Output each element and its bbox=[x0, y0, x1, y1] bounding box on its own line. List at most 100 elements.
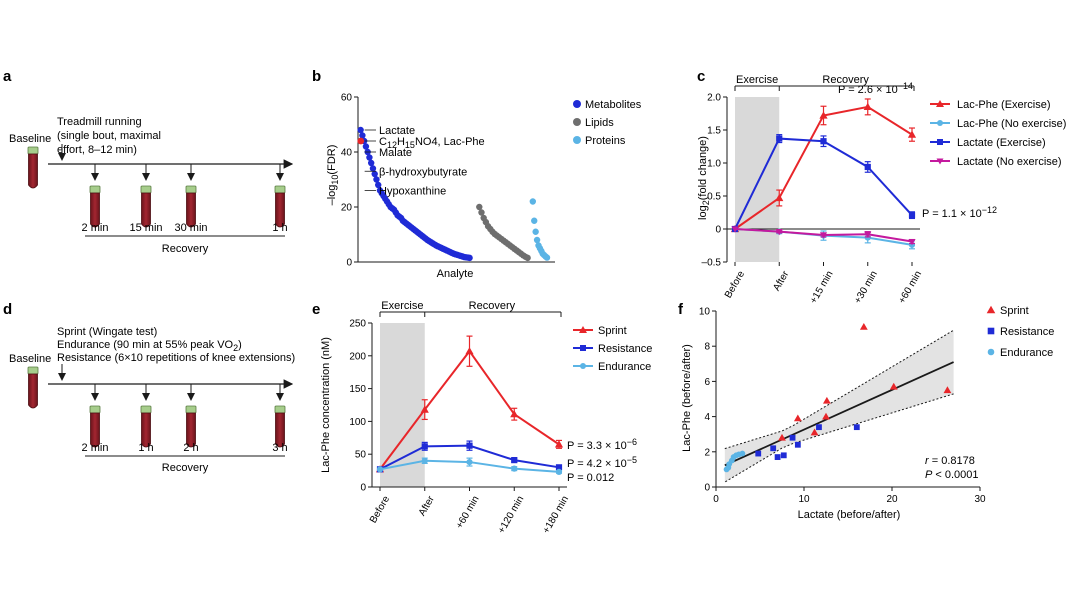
p-value-text: P = 3.3 × 10 bbox=[567, 440, 627, 452]
p-value-e-0: P = 3.3 × 10−6 bbox=[567, 437, 637, 452]
data-point-chart-e-1-4 bbox=[555, 464, 563, 471]
tube-body bbox=[90, 192, 100, 228]
p-value-text: P = 1.1 × 10 bbox=[922, 208, 982, 220]
panel-label-a: a bbox=[3, 68, 12, 85]
y-axis-chart-c-tick-label: 1.5 bbox=[707, 126, 721, 137]
sample-tube-d-2 bbox=[185, 405, 197, 448]
y-axis-f-tick-label: 4 bbox=[704, 412, 710, 423]
sample-tube-a-2 bbox=[185, 185, 197, 228]
timepoint-label-a-0: 2 min bbox=[82, 222, 109, 234]
legend-marker-e-0 bbox=[579, 326, 587, 333]
p-value-c-1: P = 1.1 × 10−12 bbox=[922, 205, 997, 220]
protocol-line-d-1: Sprint (Wingate test) bbox=[57, 326, 157, 338]
legend-marker-b-1 bbox=[573, 118, 581, 126]
tube-body bbox=[275, 192, 285, 228]
data-point-chart-e-0-1 bbox=[420, 405, 429, 413]
y-axis-chart-e-tick-label: 50 bbox=[355, 450, 367, 461]
y-axis-chart-c-tick-label: 2.0 bbox=[707, 93, 721, 104]
data-point-f-2-6 bbox=[739, 450, 746, 457]
legend-label-e-2: Endurance bbox=[598, 361, 651, 373]
baseline-tube-d bbox=[27, 366, 39, 409]
y-axis-b-tick-label: 40 bbox=[341, 148, 353, 159]
x-tick-label-chart-e-4: +180 min bbox=[541, 494, 571, 535]
y-axis-f-tick-label: 8 bbox=[704, 342, 710, 353]
panel-f: f 0 2 4 6 8 10 0 10 20 30 Sprint Resistance Enduranc… bbox=[678, 301, 1054, 521]
tube-cap bbox=[274, 405, 286, 414]
chart-e: Exercise Recovery 0 50 100 150 200 250 Before Aft… bbox=[349, 300, 652, 536]
tube-body bbox=[141, 192, 151, 228]
data-point-f-1-3 bbox=[780, 452, 787, 459]
stat-symbol: r bbox=[925, 455, 930, 467]
data-point-chart-c-2-3 bbox=[864, 163, 871, 171]
p-value-text: P = 4.2 × 10 bbox=[567, 458, 627, 470]
data-point-f-0-7 bbox=[943, 386, 952, 394]
annotation-label-b-4: Hypoxanthine bbox=[379, 186, 446, 198]
data-point-chart-c-0-3 bbox=[863, 102, 872, 110]
y-axis-label-c: log2(fold change) bbox=[697, 136, 711, 220]
p-value-text: P = 0.012 bbox=[567, 472, 614, 484]
x-tick-label-chart-c-4: +60 min bbox=[897, 269, 924, 306]
y-axis-f-tick-label: 2 bbox=[704, 447, 710, 458]
baseline-label-d: Baseline bbox=[9, 353, 51, 365]
timepoint-label-a-3: 1 h bbox=[272, 222, 287, 234]
data-point-chart-e-2-1 bbox=[421, 457, 428, 464]
data-point-chart-c-0-1 bbox=[775, 193, 784, 202]
legend-marker-f-2 bbox=[987, 348, 995, 356]
timepoint-label-d-0: 2 min bbox=[82, 442, 109, 454]
panel-d: d Baseline Sprint (Wingate test) Enduran… bbox=[3, 301, 295, 474]
x-tick-label-chart-e-1: After bbox=[417, 494, 437, 518]
point-b-metabolites bbox=[375, 181, 382, 189]
panel-label-d: d bbox=[3, 301, 12, 318]
phase-label-recovery-chart-c: Recovery bbox=[822, 74, 869, 86]
annotation-part: Malate bbox=[379, 147, 412, 159]
data-point-f-2-7 bbox=[725, 464, 732, 471]
legend-label-f-2: Endurance bbox=[1000, 347, 1053, 359]
panel-label-c: c bbox=[697, 68, 705, 85]
panel-label-b: b bbox=[312, 68, 321, 85]
data-point-f-1-0 bbox=[755, 450, 762, 457]
point-b-metabolites bbox=[357, 126, 364, 134]
legend-label-c-1: Lac-Phe (No exercise) bbox=[957, 118, 1066, 130]
x-tick-label-f-0: 0 bbox=[713, 494, 719, 505]
chart-c: Exercise Recovery –0.5 0 0.5 1.0 1.5 2.0 Before A… bbox=[702, 74, 1066, 306]
data-point-f-1-1 bbox=[770, 445, 777, 452]
stats-f-1: P < 0.0001 bbox=[925, 469, 979, 481]
legend-label-e-1: Resistance bbox=[598, 343, 652, 355]
point-b-metabolites bbox=[373, 176, 380, 183]
legend-marker-c-1 bbox=[937, 120, 943, 126]
panel-a: a Baseline Treadmill running (single bou… bbox=[3, 68, 294, 255]
data-point-f-0-4 bbox=[822, 396, 831, 404]
x-axis-label-b: Analyte bbox=[437, 268, 474, 280]
annotation-part: Hypoxanthine bbox=[379, 186, 446, 198]
y-axis-chart-c-tick-label: –0.5 bbox=[702, 258, 722, 269]
recovery-label-d: Recovery bbox=[162, 462, 209, 474]
sample-tube-d-3 bbox=[274, 405, 286, 448]
point-b-metabolites bbox=[466, 254, 473, 262]
protocol-line-d-3: Resistance (6×10 repetitions of knee ext… bbox=[57, 352, 295, 364]
data-point-f-1-7 bbox=[853, 424, 860, 431]
protocol-line-a-2: (single bout, maximal bbox=[57, 130, 161, 142]
phase-label-recovery-chart-e: Recovery bbox=[469, 300, 516, 312]
point-b-metabolites bbox=[359, 132, 366, 139]
data-point-chart-c-0-2 bbox=[819, 111, 828, 119]
data-point-chart-c-3-1 bbox=[775, 229, 783, 236]
legend-marker-c-3 bbox=[936, 158, 944, 165]
annotation-label-b-0: Lactate bbox=[379, 125, 415, 137]
phase-label-exercise-chart-c: Exercise bbox=[736, 74, 778, 86]
timepoint-label-a-1: 15 min bbox=[129, 222, 162, 234]
stats-f-0: r = 0.8178 bbox=[925, 455, 975, 467]
point-b-lipids bbox=[476, 203, 483, 211]
panel-label-e: e bbox=[312, 301, 320, 318]
legend-label-f-1: Resistance bbox=[1000, 326, 1054, 338]
shaded-exercise-chart-c bbox=[735, 97, 780, 262]
baseline-tube-a bbox=[27, 146, 39, 189]
data-point-f-0-1 bbox=[793, 414, 802, 422]
data-point-f-0-6 bbox=[889, 382, 898, 390]
x-tick-label-chart-e-3: +120 min bbox=[496, 494, 526, 535]
y-axis-b-tick-label: 60 bbox=[341, 93, 353, 104]
y-axis-chart-c-tick-label: 0.5 bbox=[707, 192, 721, 203]
legend-label-c-2: Lactate (Exercise) bbox=[957, 137, 1046, 149]
panel-c: c Exercise Recovery –0.5 0 0.5 1.0 1.5 2.0 Befor… bbox=[697, 68, 1066, 306]
y-axis-f-tick-label: 0 bbox=[704, 483, 710, 494]
